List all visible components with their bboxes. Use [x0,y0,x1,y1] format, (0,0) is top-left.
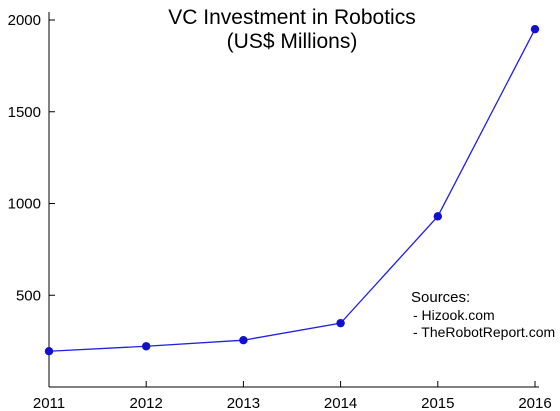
source-line: - TheRobotReport.com [413,324,555,340]
data-point [433,212,442,221]
y-axis-ticks: 500 1000 1500 2000 [8,12,55,304]
sources-heading: Sources: [411,289,470,306]
x-tick-label: 2014 [324,395,357,411]
x-tick-label: 2011 [33,395,65,411]
x-axis-ticks: 2011 2012 2013 2014 2015 2016 [33,381,552,411]
series-line [48,28,536,352]
data-point [530,24,540,34]
y-tick-label: 2000 [8,12,41,29]
y-tick-label: 1500 [8,104,41,121]
chart-title: VC Investment in Robotics [168,6,415,29]
x-tick-label: 2013 [227,395,260,411]
sources-annotation: Sources: - Hizook.com - TheRobotReport.c… [411,289,555,340]
data-point [336,318,345,328]
chart-title-group: VC Investment in Robotics (US$ Millions) [168,6,415,53]
chart-axes [48,12,539,388]
data-point [44,347,54,356]
chart-subtitle: (US$ Millions) [227,30,358,53]
x-tick-label: 2016 [518,395,551,411]
source-line: - Hizook.com [413,307,495,323]
x-tick-label: 2015 [421,395,454,411]
chart-series [44,24,540,356]
x-tick-label: 2012 [130,395,163,411]
data-point [142,342,151,351]
y-tick-label: 500 [16,287,41,304]
y-tick-label: 1000 [8,196,41,213]
data-point [239,336,248,345]
